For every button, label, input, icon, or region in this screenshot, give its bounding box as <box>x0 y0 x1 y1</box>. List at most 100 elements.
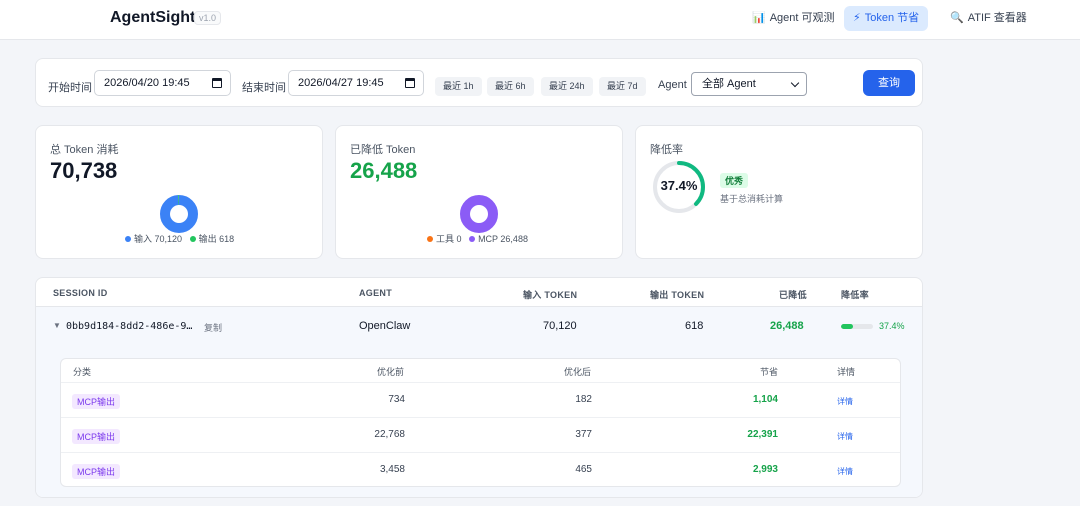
detail-row: MCP输出 22,768 377 22,391 详情 <box>61 417 900 452</box>
filter-bar: 开始时间 2026/04/20 19:45 结束时间 2026/04/27 19… <box>35 58 923 107</box>
saved-value: 2,993 <box>752 464 778 475</box>
divider <box>36 306 922 307</box>
detail-link[interactable]: 详情 <box>837 467 853 476</box>
bar-chart-icon: 📊 <box>752 12 766 24</box>
nav-link-label: Token 节省 <box>864 12 920 24</box>
end-time-label: 结束时间 <box>242 82 286 94</box>
calendar-icon[interactable] <box>212 78 222 88</box>
agent-select[interactable]: 全部 Agent <box>691 72 807 96</box>
calendar-icon[interactable] <box>405 78 415 88</box>
saved-value: 1,104 <box>752 394 778 405</box>
total-token-donut <box>160 195 198 233</box>
quick-range-6h[interactable]: 最近 6h <box>487 77 534 96</box>
nav-agent-observability[interactable]: 📊 Agent 可观测 <box>743 6 844 31</box>
session-input: 70,120 <box>543 320 577 332</box>
before-value: 3,458 <box>379 464 405 475</box>
start-time-label: 开始时间 <box>48 82 92 94</box>
nav-link-label: Agent 可观测 <box>769 12 835 24</box>
reduced-token-legend: 工具 0 MCP 26,488 <box>422 232 528 245</box>
header-agent: AGENT <box>359 288 392 298</box>
legend-dot <box>427 236 433 242</box>
before-value: 734 <box>388 394 405 405</box>
legend-dot <box>125 236 131 242</box>
legend-name: 输出 <box>198 234 217 244</box>
ring-progress <box>653 161 705 213</box>
after-value: 377 <box>575 429 592 440</box>
category-tag: MCP输出 <box>72 464 120 479</box>
detail-header-saved: 节省 <box>760 367 779 377</box>
session-rate: 37.4% <box>879 321 905 331</box>
header-rate: 降低率 <box>841 290 869 300</box>
reduced-token-donut <box>460 195 498 233</box>
brand-logo-text[interactable]: AgentSight <box>110 9 196 26</box>
header-input-token: 输入 TOKEN <box>523 290 578 300</box>
reduction-rate-card: 降低率 37.4% 优秀 基于总消耗计算 <box>635 125 923 259</box>
copy-button[interactable]: 复制 <box>204 323 223 333</box>
session-rate-bar <box>841 324 873 329</box>
quick-range-1h[interactable]: 最近 1h <box>435 77 482 96</box>
start-time-input[interactable]: 2026/04/20 19:45 <box>94 70 231 96</box>
reduced-token-label: 已降低 Token <box>350 144 416 156</box>
rate-note: 基于总消耗计算 <box>720 194 784 204</box>
expand-caret-icon[interactable]: ▼ <box>53 321 61 330</box>
legend-name: 输入 <box>134 234 153 244</box>
quick-range-7d[interactable]: 最近 7d <box>599 77 646 96</box>
chevron-down-icon <box>790 78 800 88</box>
legend-value: 26,488 <box>500 234 528 244</box>
total-token-value: 70,738 <box>50 158 118 183</box>
top-nav: AgentSight v1.0 📊 Agent 可观测 ⚡ Token 节省 🔍 AT… <box>0 0 1080 40</box>
reduction-rate-ring <box>653 161 705 213</box>
legend-name: 工具 <box>436 234 455 244</box>
reduced-token-value: 26,488 <box>350 158 418 183</box>
reduction-rate-value: 37.4% <box>660 178 698 193</box>
session-id: 0bb9d184-8dd2-486e-9… <box>66 321 193 332</box>
reduction-rate-label: 降低率 <box>650 144 683 156</box>
category-tag: MCP输出 <box>72 429 120 444</box>
donut-segment-mcp <box>460 195 498 233</box>
detail-row: MCP输出 734 182 1,104 详情 <box>61 382 900 417</box>
quick-range-24h[interactable]: 最近 24h <box>541 77 593 96</box>
reduced-token-card: 已降低 Token 26,488 工具 0 MCP 26,488 <box>335 125 623 259</box>
before-value: 22,768 <box>374 429 405 440</box>
rate-bar-fill <box>841 324 853 329</box>
header-reduced: 已降低 <box>779 290 807 300</box>
session-agent: OpenClaw <box>359 320 411 332</box>
rating-badge: 优秀 <box>720 173 749 188</box>
nav-link-label: ATIF 查看器 <box>967 12 1027 24</box>
end-time-input[interactable]: 2026/04/27 19:45 <box>288 70 424 96</box>
total-token-label: 总 Token 消耗 <box>50 144 119 156</box>
legend-value: 0 <box>456 234 462 244</box>
nav-atif-viewer[interactable]: 🔍 ATIF 查看器 <box>941 6 1036 31</box>
lightning-icon: ⚡ <box>853 12 861 24</box>
detail-header-before: 优化前 <box>377 367 405 377</box>
magnifier-icon: 🔍 <box>950 12 964 24</box>
detail-header-after: 优化后 <box>564 367 592 377</box>
detail-header-detail: 详情 <box>837 367 856 377</box>
category-tag: MCP输出 <box>72 394 120 409</box>
detail-row: MCP输出 3,458 465 2,993 详情 <box>61 452 900 486</box>
sessions-table: SESSION ID AGENT 输入 TOKEN 输出 TOKEN 已降低 降… <box>35 277 923 498</box>
version-badge: v1.0 <box>194 11 222 25</box>
query-button[interactable]: 查询 <box>863 70 915 96</box>
saved-value: 22,391 <box>747 429 778 440</box>
total-token-legend: 输入 70,120 输出 618 <box>120 232 234 245</box>
session-detail-table: 分类 优化前 优化后 节省 详情 MCP输出 734 182 1,104 详情 … <box>60 358 901 487</box>
agent-filter-label: Agent <box>658 79 687 91</box>
session-reduced: 26,488 <box>770 320 804 332</box>
legend-dot <box>189 236 196 242</box>
donut-segment-output <box>160 195 198 233</box>
agent-select-value: 全部 Agent <box>702 78 756 90</box>
end-time-value: 2026/04/27 19:45 <box>298 77 384 89</box>
after-value: 465 <box>575 464 592 475</box>
total-token-card: 总 Token 消耗 70,738 输入 70,120 输出 618 <box>35 125 323 259</box>
header-output-token: 输出 TOKEN <box>650 290 705 300</box>
detail-link[interactable]: 详情 <box>837 397 853 406</box>
nav-token-savings[interactable]: ⚡ Token 节省 <box>844 6 929 31</box>
after-value: 182 <box>575 394 592 405</box>
legend-name: MCP <box>478 234 498 244</box>
legend-dot <box>469 236 476 242</box>
header-session-id: SESSION ID <box>53 288 108 298</box>
session-output: 618 <box>685 320 704 332</box>
detail-link[interactable]: 详情 <box>837 432 853 441</box>
detail-header-category: 分类 <box>73 367 92 377</box>
